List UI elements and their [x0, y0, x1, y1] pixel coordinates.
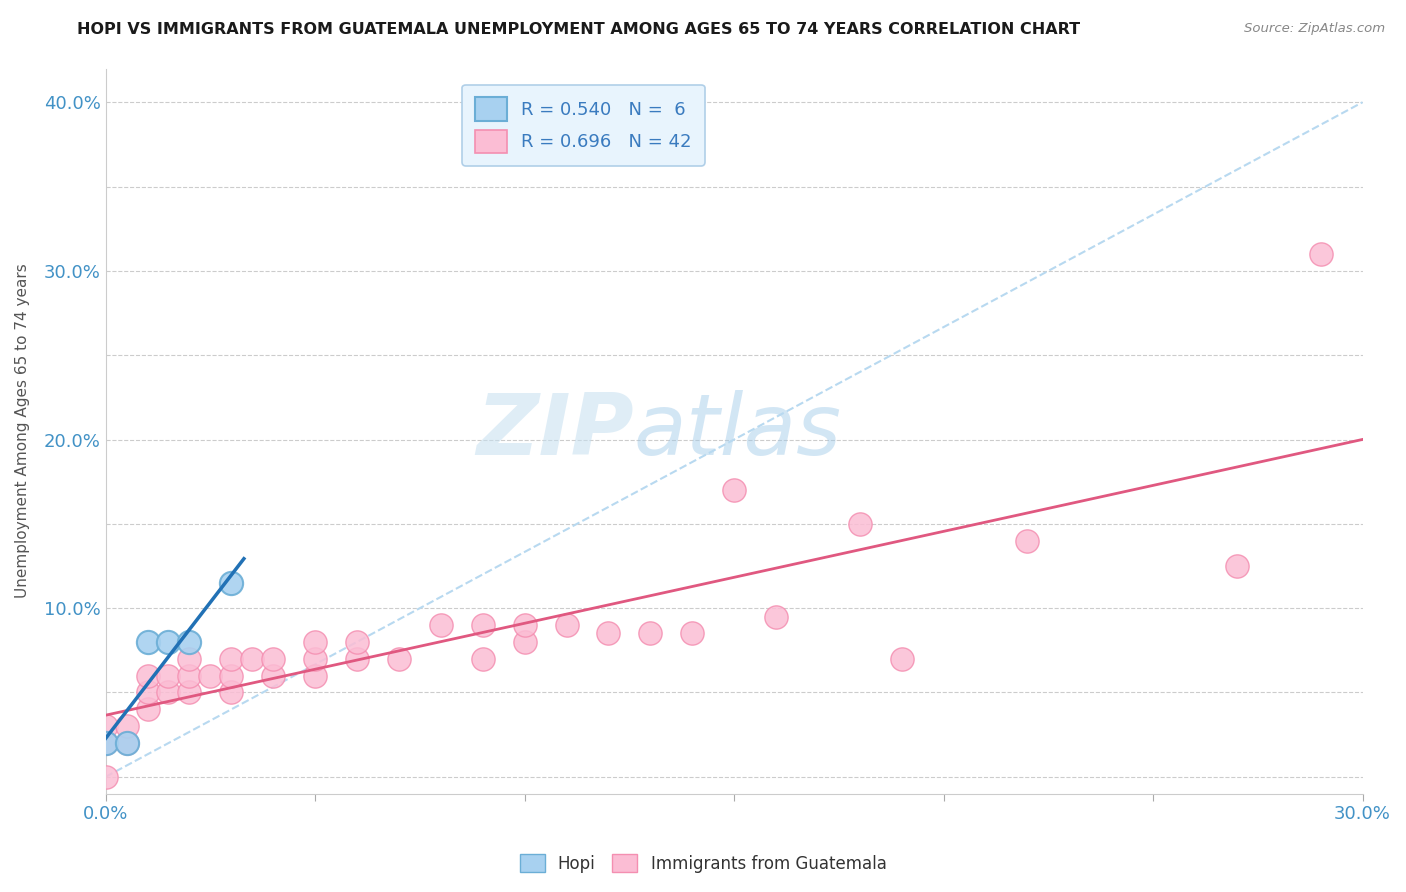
Point	[179, 635, 201, 649]
Point	[765, 609, 787, 624]
Point	[115, 736, 138, 750]
Point	[555, 618, 578, 632]
Point	[471, 618, 494, 632]
Point	[136, 702, 159, 716]
Point	[513, 618, 536, 632]
Point	[471, 652, 494, 666]
Point	[304, 668, 326, 682]
Point	[430, 618, 453, 632]
Point	[346, 635, 368, 649]
Point	[221, 668, 243, 682]
Point	[221, 575, 243, 590]
Point	[136, 685, 159, 699]
Point	[157, 668, 180, 682]
Point	[304, 635, 326, 649]
Point	[179, 685, 201, 699]
Point	[221, 685, 243, 699]
Point	[157, 685, 180, 699]
Point	[890, 652, 912, 666]
Point	[115, 719, 138, 733]
Point	[681, 626, 703, 640]
Text: HOPI VS IMMIGRANTS FROM GUATEMALA UNEMPLOYMENT AMONG AGES 65 TO 74 YEARS CORRELA: HOPI VS IMMIGRANTS FROM GUATEMALA UNEMPL…	[77, 22, 1080, 37]
Point	[262, 652, 284, 666]
Point	[513, 635, 536, 649]
Point	[346, 652, 368, 666]
Point	[179, 652, 201, 666]
Y-axis label: Unemployment Among Ages 65 to 74 years: Unemployment Among Ages 65 to 74 years	[15, 264, 30, 599]
Point	[1309, 247, 1331, 261]
Point	[94, 736, 117, 750]
Point	[221, 652, 243, 666]
Point	[179, 668, 201, 682]
Point	[136, 668, 159, 682]
Point	[598, 626, 620, 640]
Point	[115, 736, 138, 750]
Point	[1226, 559, 1249, 574]
Point	[136, 635, 159, 649]
Text: Source: ZipAtlas.com: Source: ZipAtlas.com	[1244, 22, 1385, 36]
Point	[262, 668, 284, 682]
Text: ZIP: ZIP	[475, 390, 634, 473]
Point	[94, 719, 117, 733]
Legend: Hopi, Immigrants from Guatemala: Hopi, Immigrants from Guatemala	[513, 847, 893, 880]
Point	[304, 652, 326, 666]
Point	[94, 770, 117, 784]
Point	[1017, 533, 1039, 548]
Point	[640, 626, 662, 640]
Point	[94, 736, 117, 750]
Point	[723, 483, 745, 497]
Point	[849, 516, 872, 531]
Point	[200, 668, 222, 682]
Point	[157, 635, 180, 649]
Point	[388, 652, 411, 666]
Legend: R = 0.540   N =  6, R = 0.696   N = 42: R = 0.540 N = 6, R = 0.696 N = 42	[463, 85, 704, 166]
Point	[240, 652, 263, 666]
Text: atlas: atlas	[634, 390, 842, 473]
